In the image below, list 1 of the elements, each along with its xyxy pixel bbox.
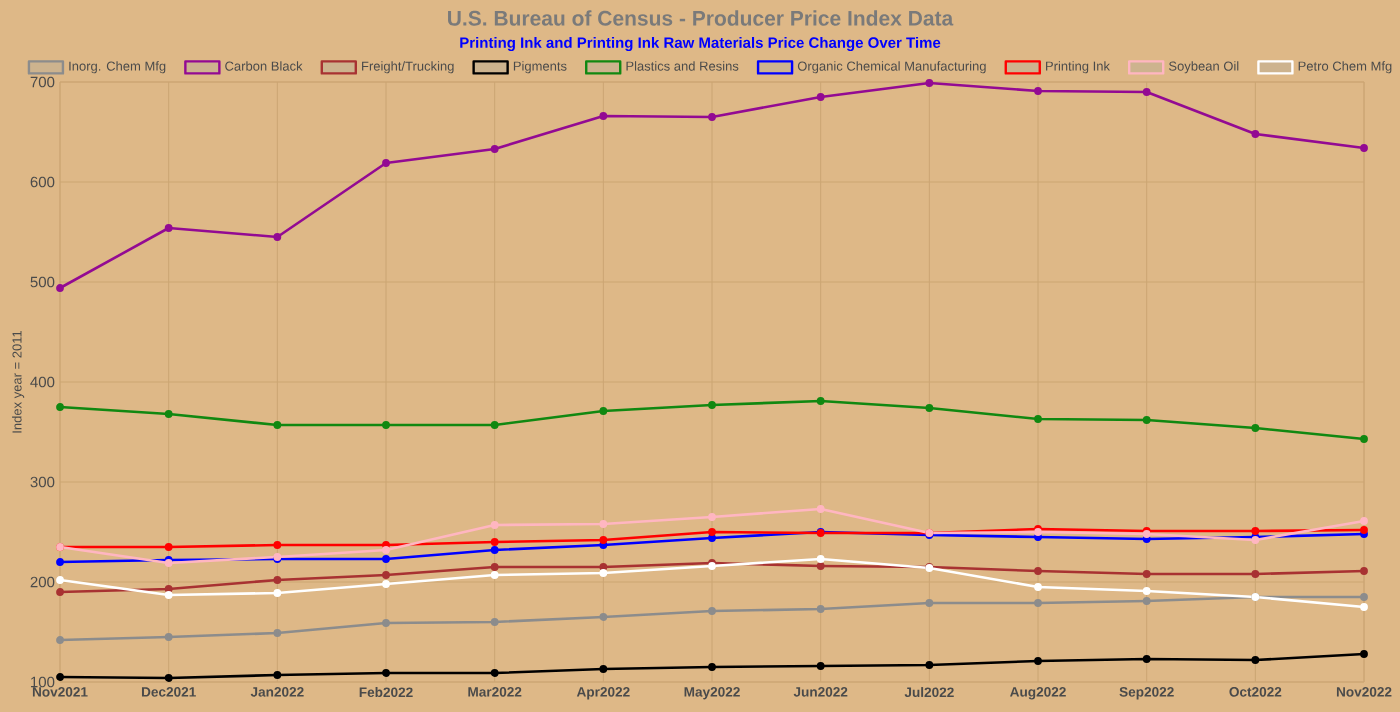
chart-title: U.S. Bureau of Census - Producer Price Index Data: [448, 10, 954, 26]
